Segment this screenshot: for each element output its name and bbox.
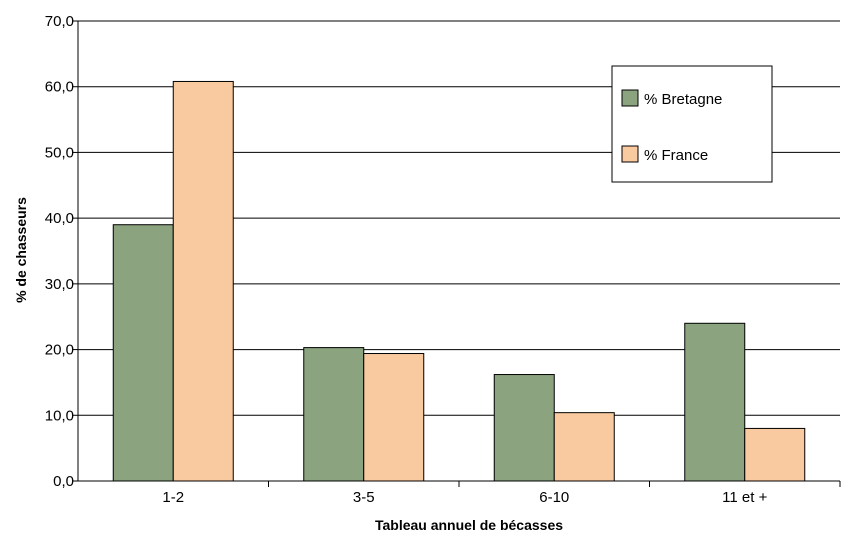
y-tick-labels: 0,0 10,0 20,0 30,0 40,0 50,0 60,0 70,0 xyxy=(45,13,74,490)
legend: % Bretagne % France xyxy=(611,65,773,183)
y-tick-label: 10,0 xyxy=(45,407,74,424)
legend-box xyxy=(611,65,773,183)
y-axis-title: % de chasseurs xyxy=(13,197,29,303)
x-tick-label: 6-10 xyxy=(539,489,569,506)
y-tick-label: 60,0 xyxy=(45,79,74,96)
bar xyxy=(172,80,234,482)
x-tick-label: 1-2 xyxy=(162,489,184,506)
bars xyxy=(112,80,806,482)
y-tick-label: 30,0 xyxy=(45,276,74,293)
bar xyxy=(303,347,365,482)
bar xyxy=(553,412,615,482)
legend-label-bretagne: % Bretagne xyxy=(644,91,722,108)
bar xyxy=(744,427,806,482)
legend-label-france: % France xyxy=(644,147,708,164)
y-tick-label: 70,0 xyxy=(45,13,74,30)
y-tick-label: 20,0 xyxy=(45,342,74,359)
bar xyxy=(684,322,746,482)
axes xyxy=(72,20,841,487)
bar xyxy=(112,224,174,482)
y-tick-label: 0,0 xyxy=(53,473,74,490)
legend-swatch-bretagne xyxy=(621,89,639,107)
x-tick-label: 11 et + xyxy=(722,489,767,506)
y-tick-label: 40,0 xyxy=(45,210,74,227)
legend-swatch-france xyxy=(621,145,639,163)
y-tick-label: 50,0 xyxy=(45,144,74,161)
x-tick-labels: 1-2 3-5 6-10 11 et + xyxy=(162,489,767,506)
bar xyxy=(363,353,425,482)
x-axis-title: Tableau annuel de bécasses xyxy=(375,517,563,533)
bar xyxy=(493,374,555,482)
x-tick-label: 3-5 xyxy=(353,489,375,506)
